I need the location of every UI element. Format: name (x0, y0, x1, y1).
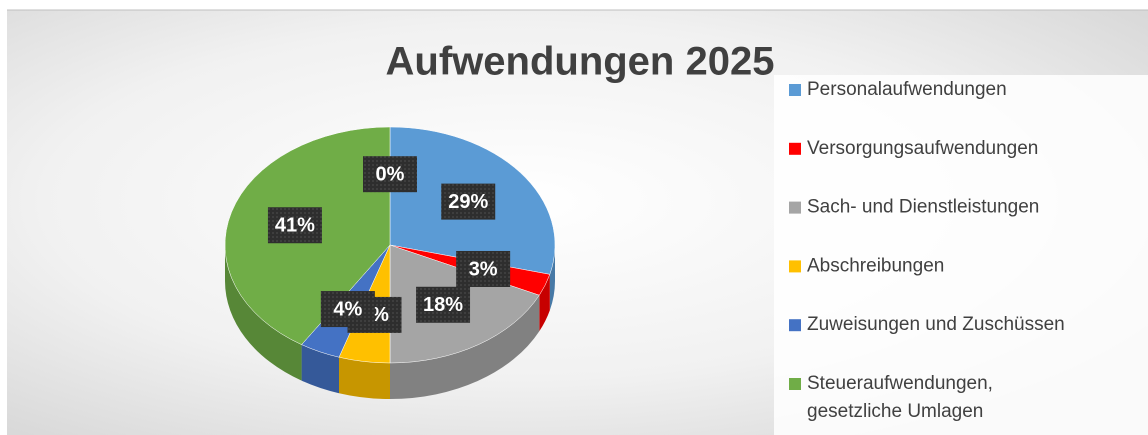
legend-swatch (789, 260, 801, 273)
data-label-box (267, 207, 322, 244)
data-label-box (441, 183, 496, 220)
data-label: 29% (448, 191, 488, 213)
data-label-box (363, 156, 417, 193)
legend-swatch (789, 319, 801, 332)
legend-label-line: Steueraufwendungen, (807, 373, 993, 394)
slice-side (539, 274, 550, 332)
data-label-box (320, 291, 375, 328)
data-label: 18% (423, 294, 463, 316)
legend-swatch (789, 84, 801, 96)
legend-box (774, 75, 1148, 435)
legend-swatch (789, 142, 801, 155)
slice-side (301, 344, 340, 394)
legend-label: Zuweisungen und Zuschüssen (807, 314, 1065, 335)
legend-label-line: gesetzliche Umlagen (807, 401, 983, 422)
data-label: 4% (333, 298, 362, 320)
data-label-box (416, 286, 471, 323)
slice-side (225, 245, 302, 381)
slice-side (390, 295, 540, 399)
data-label-box (456, 250, 511, 287)
legend-label: Sach- und Dienstleistungen (807, 197, 1039, 218)
legend-swatch (789, 378, 801, 390)
legend-label: Personalaufwendungen (807, 79, 1007, 100)
legend-label: Abschreibungen (807, 255, 944, 276)
chart-title: Aufwendungen 2025 (386, 40, 775, 84)
slice-side (549, 245, 555, 311)
legend-swatch (789, 201, 801, 214)
legend-label: Versorgungsaufwendungen (807, 138, 1038, 159)
data-label: 3% (469, 258, 498, 280)
data-label: 41% (275, 215, 315, 237)
data-label: 0% (376, 163, 405, 185)
legend-label: Steueraufwendungen, gesetzliche Umlagen (807, 373, 993, 422)
slice-side (339, 357, 390, 399)
